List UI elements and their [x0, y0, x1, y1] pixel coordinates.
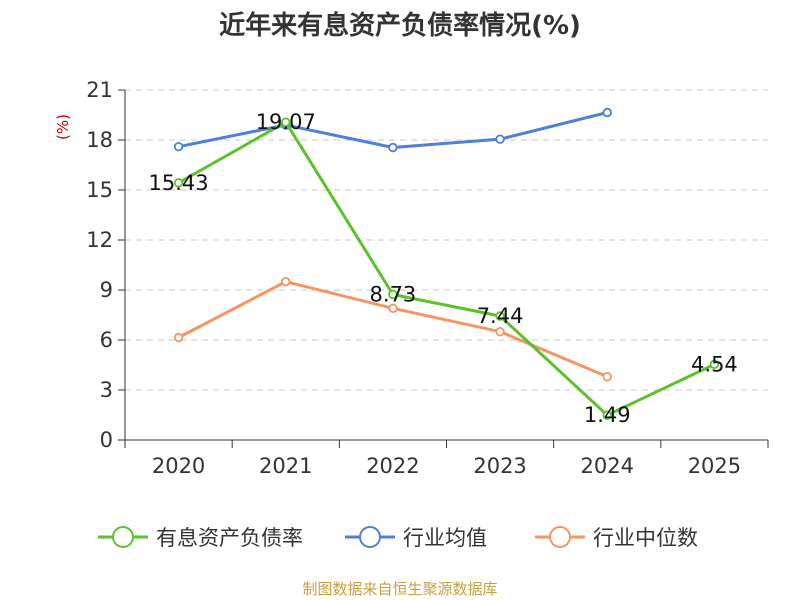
data-point [709, 359, 720, 370]
y-tick-label: 15 [86, 178, 113, 202]
data-point [388, 289, 398, 300]
y-tick-label: 3 [100, 378, 113, 402]
x-tick-label: 2025 [688, 454, 741, 478]
data-point [281, 117, 291, 127]
legend-marker [112, 526, 134, 548]
y-tick-label: 21 [86, 78, 113, 102]
data-label: 19.07 [256, 110, 316, 134]
series-line [177, 120, 716, 417]
y-tick-label: 9 [100, 278, 113, 302]
data-point [602, 107, 612, 118]
legend-marker [549, 526, 571, 548]
legend-marker [359, 526, 381, 548]
y-axis: 0 3 6 9 12 15 18 21 [86, 78, 126, 452]
legend-label: 行业均值 [403, 526, 487, 550]
x-axis: 2020 2021 2022 2023 2024 2025 [124, 439, 769, 478]
legend-label: 行业中位数 [593, 526, 698, 550]
legend: 有息资产负债率 行业均值 行业中位数 [98, 526, 698, 550]
data-point [388, 142, 398, 153]
x-tick-label: 2021 [259, 454, 312, 478]
legend-label: 有息资产负债率 [156, 526, 303, 550]
series-group: 15.43 19.07 8.73 7.44 1.49 4.54 [149, 107, 738, 427]
source-note: 制图数据来自恒生聚源数据库 [302, 580, 497, 598]
data-point [281, 276, 291, 287]
x-tick-label: 2023 [473, 454, 526, 478]
data-point [388, 303, 398, 314]
data-point [602, 371, 612, 382]
series-line [178, 111, 608, 149]
data-point [173, 178, 184, 188]
y-tick-label: 12 [86, 228, 113, 252]
y-tick-label: 0 [100, 428, 113, 452]
data-label: 4.54 [691, 352, 738, 376]
legend-item[interactable]: 行业中位数 [535, 526, 698, 550]
data-point [173, 332, 184, 343]
x-tick-label: 2022 [366, 454, 419, 478]
data-point [602, 410, 612, 420]
y-tick-label: 6 [100, 328, 113, 352]
legend-item[interactable]: 行业均值 [345, 526, 487, 550]
x-tick-label: 2024 [581, 454, 634, 478]
gridlines [125, 89, 768, 391]
data-label: 1.49 [584, 403, 631, 427]
chart-title: 近年来有息资产负债率情况(%) [219, 10, 581, 41]
y-axis-unit: (%) [54, 114, 72, 140]
legend-item[interactable]: 有息资产负债率 [98, 526, 303, 550]
y-tick-label: 18 [86, 128, 113, 152]
data-point [173, 141, 184, 152]
data-point [495, 326, 505, 337]
data-label: 15.43 [149, 171, 209, 195]
data-label: 7.44 [477, 304, 524, 328]
data-label: 8.73 [370, 283, 417, 307]
data-point [495, 311, 505, 321]
x-tick-label: 2020 [152, 454, 205, 478]
data-point [495, 134, 505, 144]
